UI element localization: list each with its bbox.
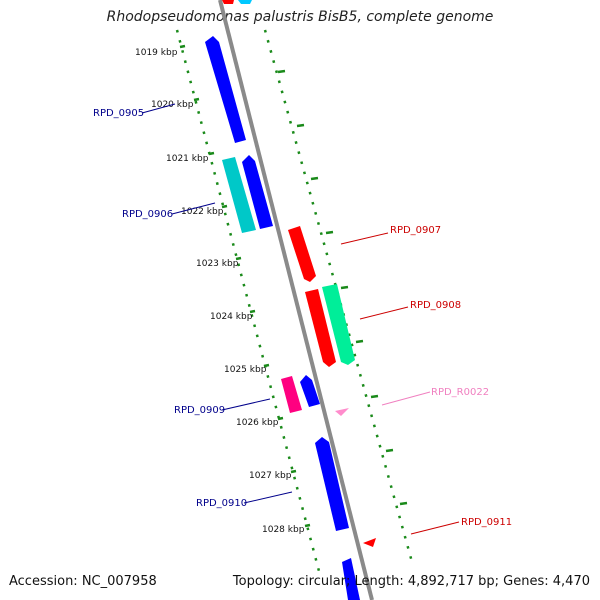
gene-feature-partial: [342, 558, 360, 600]
gene-label-rpd-0905: RPD_0905: [93, 108, 144, 119]
outer-major-ticks: [277, 69, 408, 506]
leader-line: [243, 491, 293, 504]
gene-label-rpd-0907: RPD_0907: [390, 225, 441, 236]
gene-label-rpd-0911: RPD_0911: [461, 517, 512, 528]
rna-feature-rpd-r0022: [335, 408, 349, 416]
kbp-label: 1022 kbp: [181, 207, 224, 217]
genome-backbone: [218, 0, 374, 600]
gene-feature-partial: [238, 0, 252, 4]
gene-label-rpd-0909: RPD_0909: [174, 405, 225, 416]
leader-line: [221, 398, 271, 411]
leader-line: [381, 391, 431, 406]
kbp-label: 1019 kbp: [135, 48, 178, 58]
gene-feature-rpd-0909-a: [281, 376, 302, 413]
kbp-label: 1028 kbp: [262, 525, 305, 535]
kbp-label: 1027 kbp: [249, 471, 292, 481]
gene-feature-partial: [222, 0, 234, 4]
gene-feature-rpd-0907: [288, 226, 316, 282]
kbp-label: 1026 kbp: [236, 418, 279, 428]
accession-text: Accession: NC_007958: [9, 574, 157, 589]
gene-label-rpd-r0022: RPD_R0022: [431, 387, 489, 398]
gene-feature-rpd-0905: [205, 36, 246, 143]
kbp-label: 1025 kbp: [224, 365, 267, 375]
gene-label-rpd-0908: RPD_0908: [410, 300, 461, 311]
leader-line: [171, 202, 216, 215]
leader-line: [340, 232, 389, 245]
kbp-label: 1024 kbp: [210, 312, 253, 322]
gene-feature-rpd-0909-b: [300, 375, 320, 407]
gene-feature-rpd-0908-a: [305, 289, 336, 367]
gene-label-rpd-0906: RPD_0906: [122, 209, 173, 220]
leader-line: [359, 306, 409, 320]
gene-feature-rpd-0910: [315, 437, 349, 531]
kbp-label: 1021 kbp: [166, 154, 209, 164]
map-title: Rhodopseudomonas palustris BisB5, comple…: [106, 9, 494, 25]
gene-feature-rpd-0911: [363, 538, 376, 547]
leader-line: [141, 103, 176, 114]
leader-line: [410, 521, 460, 535]
kbp-label: 1023 kbp: [196, 259, 239, 269]
inner-major-ticks: [179, 44, 311, 528]
genome-summary-text: Topology: circular; Length: 4,892,717 bp…: [232, 574, 590, 589]
gene-feature-rpd-0906-a: [222, 157, 256, 233]
gene-feature-rpd-0908-b: [322, 284, 355, 365]
gene-feature-rpd-0906-b: [242, 155, 273, 229]
gene-label-rpd-0910: RPD_0910: [196, 498, 247, 509]
